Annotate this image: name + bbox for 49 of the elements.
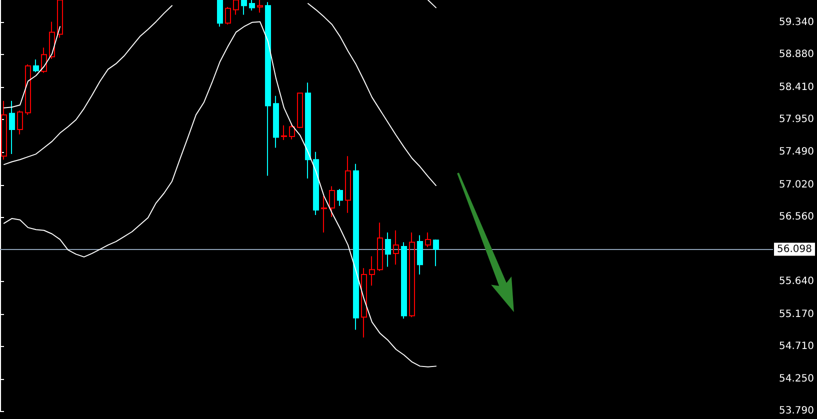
candlestick	[321, 196, 327, 233]
candlestick	[17, 110, 23, 135]
candlestick	[417, 234, 423, 275]
candlestick	[361, 268, 367, 338]
candlestick	[305, 82, 311, 180]
candlestick	[241, 0, 247, 16]
candlestick	[329, 186, 335, 218]
candlestick	[225, 6, 231, 26]
candlestick	[289, 122, 295, 140]
candlestick	[9, 100, 15, 155]
candlestick	[217, 0, 223, 28]
candlestick	[33, 59, 39, 73]
y-tick-label: 57.490	[779, 146, 814, 158]
candlestick	[353, 163, 359, 330]
candlestick	[281, 124, 287, 141]
y-tick-label: 58.880	[779, 49, 814, 60]
candlestick	[393, 230, 399, 266]
candlestick	[401, 242, 407, 320]
y-tick-label: 55.640	[779, 276, 814, 287]
candlestick	[249, 0, 255, 12]
candlestick	[297, 92, 303, 129]
candlestick	[265, 2, 271, 176]
candlestick	[57, 0, 63, 38]
candlestick	[313, 151, 319, 216]
candlestick	[41, 47, 47, 74]
y-tick-label: 55.170	[779, 308, 814, 320]
candlestick	[49, 21, 55, 60]
y-tick-label: 54.250	[779, 373, 814, 384]
candlestick	[337, 188, 343, 206]
candlestick	[273, 95, 279, 148]
y-tick-label: 54.710	[779, 341, 814, 352]
y-tick-label: 59.340	[779, 16, 814, 28]
candlestick	[425, 232, 431, 248]
candlestick	[433, 238, 439, 267]
candlestick	[233, 0, 239, 16]
y-tick-label: 57.950	[779, 114, 814, 126]
y-tick-label: 58.410	[779, 82, 814, 94]
ref-line-label: 56.098	[777, 244, 812, 255]
candlestick	[377, 222, 383, 272]
candlestick	[257, 0, 263, 14]
y-tick-label: 56.560	[779, 212, 814, 223]
candlestick	[409, 232, 415, 318]
candlestick	[345, 156, 351, 214]
y-tick-label: 53.790	[779, 406, 814, 416]
candlestick	[385, 232, 391, 268]
y-tick-label: 57.020	[779, 179, 814, 190]
candlestick	[25, 64, 31, 116]
line-series	[4, 21, 436, 368]
candlestick	[369, 256, 375, 286]
